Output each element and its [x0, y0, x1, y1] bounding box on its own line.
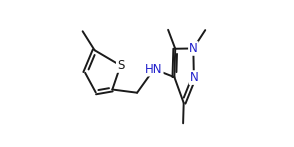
Text: N: N — [189, 42, 198, 55]
Text: N: N — [190, 71, 198, 84]
Text: S: S — [117, 59, 124, 72]
Text: HN: HN — [145, 63, 163, 76]
